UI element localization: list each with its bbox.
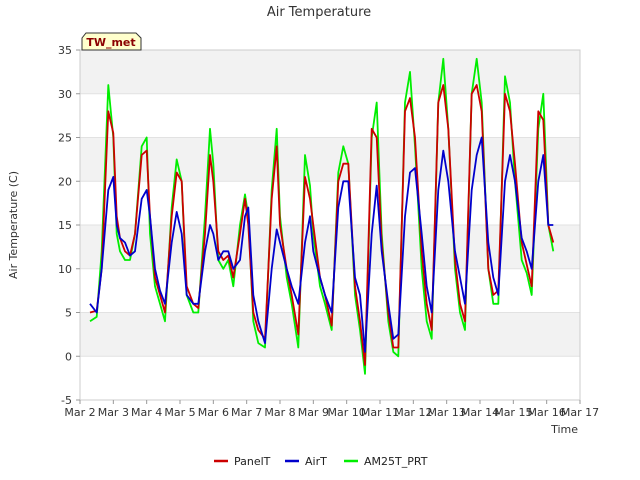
chart-legend: PanelT AirT AM25T_PRT — [214, 455, 428, 468]
site-badge: TW_met — [81, 32, 142, 51]
x-tick-label: Mar 6 — [198, 406, 229, 419]
legend-label: AM25T_PRT — [364, 455, 428, 468]
grid-band — [80, 93, 580, 138]
y-axis-label: Air Temperature (C) — [7, 171, 20, 279]
plot-lines — [89, 57, 555, 375]
y-tick-label: 10 — [58, 263, 72, 276]
chart-title: Air Temperature — [267, 5, 371, 20]
series-line-am25t-prt — [89, 57, 555, 375]
x-tick-label: Mar 10 — [328, 406, 366, 419]
y-tick-label: 15 — [58, 219, 72, 232]
site-badge-box — [81, 32, 142, 51]
x-tick-label: Mar 15 — [494, 406, 532, 419]
y-tick-label: 30 — [58, 88, 72, 101]
x-tick-label: Mar 9 — [298, 406, 329, 419]
x-axis-ticks: Mar 2 Mar 3 Mar 4 Mar 5 Mar 6 Mar 7 Mar 8 Mar 9… — [64, 400, 599, 419]
y-tick-label: 5 — [65, 307, 72, 320]
site-badge-label: TW_met — [86, 36, 135, 49]
legend-label: PanelT — [234, 455, 271, 468]
x-tick-label: Mar 8 — [264, 406, 295, 419]
y-tick-label: 20 — [58, 175, 72, 188]
y-tick-label: 25 — [58, 132, 72, 145]
series-line-airt — [89, 136, 554, 353]
x-tick-label: Mar 13 — [428, 406, 466, 419]
x-tick-label: Mar 3 — [98, 406, 129, 419]
y-tick-label: -5 — [61, 394, 72, 407]
x-tick-label: Mar 4 — [131, 406, 162, 419]
x-tick-label: Mar 2 — [64, 406, 95, 419]
grid-band — [80, 225, 580, 269]
x-axis-label: Time — [550, 423, 578, 436]
grid-band — [80, 50, 580, 94]
x-tick-label: Mar 17 — [561, 406, 599, 419]
y-tick-label: 0 — [65, 350, 72, 363]
plot-bands — [79, 49, 581, 401]
series-line-panelt — [89, 84, 555, 366]
legend-item-airt: AirT — [285, 455, 327, 468]
x-tick-label: Mar 14 — [461, 406, 499, 419]
x-tick-label: Mar 5 — [164, 406, 195, 419]
x-tick-label: Mar 12 — [394, 406, 432, 419]
legend-label: AirT — [305, 455, 327, 468]
grid-band — [80, 137, 580, 182]
grid-band — [80, 181, 580, 225]
legend-item-am25t-prt: AM25T_PRT — [344, 455, 428, 468]
x-tick-label: Mar 11 — [361, 406, 399, 419]
legend-item-panelt: PanelT — [214, 455, 271, 468]
x-tick-label: Mar 7 — [231, 406, 262, 419]
y-axis-ticks: -5 0 5 10 15 20 25 30 35 — [58, 44, 80, 407]
x-tick-label: Mar 16 — [528, 406, 566, 419]
grid-band — [80, 356, 580, 400]
y-tick-label: 35 — [58, 44, 72, 57]
